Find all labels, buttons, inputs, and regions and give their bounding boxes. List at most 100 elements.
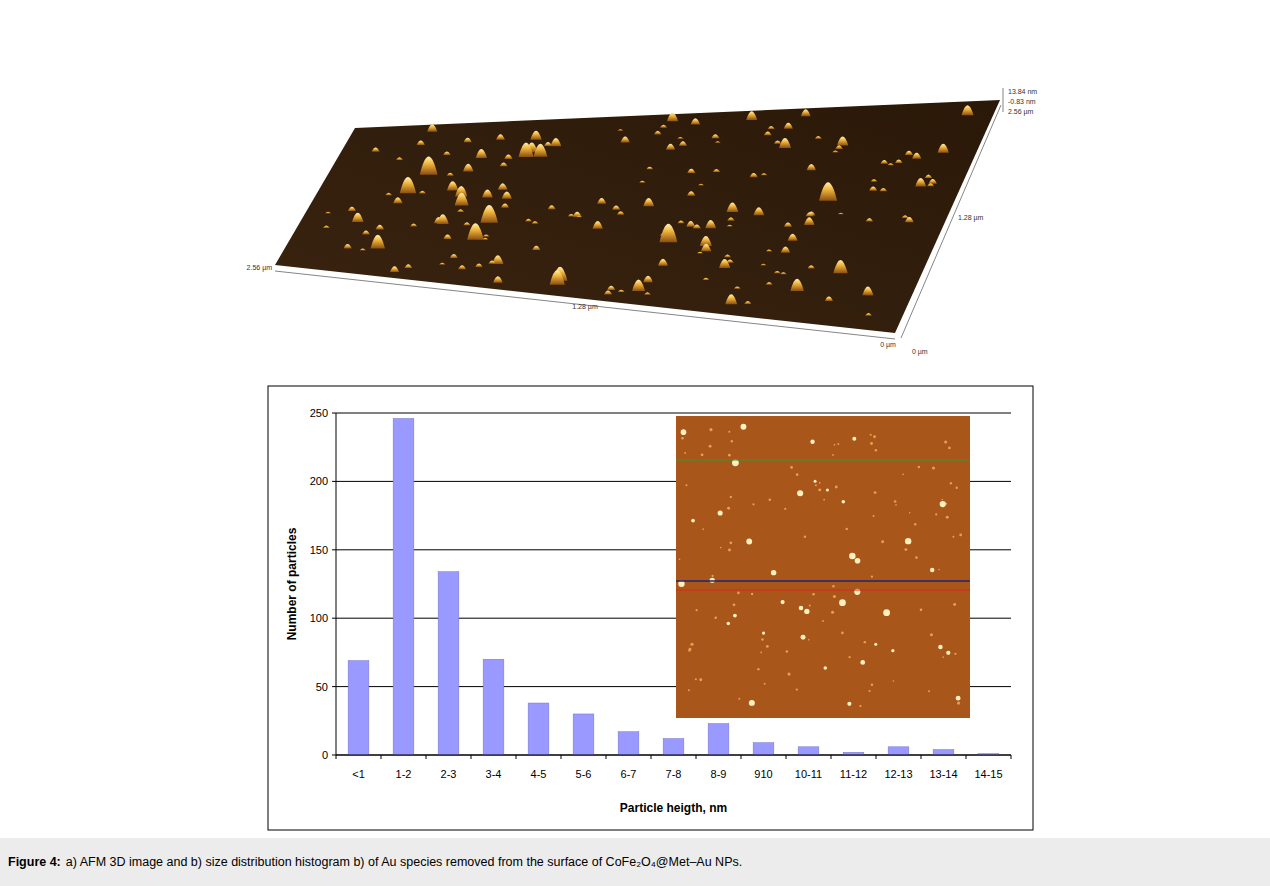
tick-label: 14-15: [974, 768, 1002, 780]
tick-label: 12-13: [884, 768, 912, 780]
inset-dot: [864, 641, 866, 643]
inset-dot: [718, 511, 723, 516]
profile-line: [676, 589, 970, 590]
inset-dot: [918, 466, 920, 468]
tick-label: 3-4: [486, 768, 502, 780]
inset-dot: [952, 536, 954, 538]
inset-dot: [846, 528, 848, 530]
inset-dot: [822, 620, 824, 622]
tick-label: 6-7: [621, 768, 637, 780]
tick-label: 4-5: [531, 768, 547, 780]
inset-dot: [940, 501, 946, 507]
inset-dot: [801, 635, 806, 640]
inset-dot: [870, 434, 872, 436]
grid-line: [336, 755, 1011, 756]
afm-peak: [667, 112, 678, 121]
inset-dot: [804, 609, 809, 614]
afm-peak: [750, 173, 758, 177]
tick-label: 2-3: [441, 768, 457, 780]
inset-dot: [691, 519, 695, 523]
tick-mark: [332, 755, 336, 756]
inset-dot: [797, 490, 803, 496]
inset-dot: [701, 453, 704, 456]
afm-peak: [443, 151, 450, 154]
inset-dot: [953, 603, 956, 606]
inset-dot: [809, 605, 811, 607]
inset-dot: [741, 424, 747, 430]
afm-peak: [679, 141, 687, 146]
inset-dot: [831, 611, 834, 614]
profile-line: [676, 580, 970, 582]
afm-peak: [548, 205, 556, 209]
afm-peak: [447, 173, 454, 176]
inset-dot: [855, 558, 861, 564]
inset-dot: [769, 499, 772, 502]
inset-dot: [728, 431, 730, 433]
tick-mark: [1011, 755, 1012, 759]
axis-line: [901, 105, 1001, 338]
afm-peak: [385, 193, 392, 196]
bar: [753, 743, 774, 755]
afm-peak: [760, 264, 766, 266]
afm-peak: [348, 207, 356, 211]
afm-peak: [617, 129, 623, 131]
afm-peak: [658, 259, 668, 266]
inset-dot: [826, 488, 829, 491]
afm-peak: [604, 290, 612, 294]
afm-peak: [705, 220, 716, 228]
inset-dot: [823, 499, 825, 501]
afm-peak: [734, 287, 741, 289]
tick-label: 5-6: [576, 768, 592, 780]
inset-dot: [891, 649, 894, 652]
inset-dot: [852, 437, 856, 441]
tick-label: 13-14: [929, 768, 957, 780]
tick-mark: [831, 755, 832, 759]
inset-dot: [699, 678, 702, 681]
inset-dot: [833, 595, 836, 598]
afm-peak: [781, 246, 790, 252]
afm-peak: [496, 134, 505, 140]
afm-peak: [482, 189, 493, 197]
afm-peak: [687, 169, 695, 173]
afm-axis-label: -0.83 nm: [1008, 98, 1036, 105]
bar: [528, 703, 549, 755]
afm-peak: [498, 183, 508, 190]
afm-peak: [724, 254, 731, 257]
afm-peak: [701, 244, 711, 252]
inset-dot: [814, 480, 817, 483]
afm-peak: [962, 105, 974, 115]
afm-peak: [458, 265, 466, 269]
afm-peak: [376, 225, 384, 230]
inset-dot: [749, 700, 755, 706]
inset-dot: [832, 585, 834, 587]
afm-peak: [727, 202, 739, 212]
afm-peak: [463, 164, 474, 172]
afm-peak: [427, 124, 437, 132]
afm-peak: [344, 244, 352, 248]
afm-peak: [437, 214, 449, 224]
bar: [348, 661, 369, 755]
bar: [798, 747, 819, 755]
inset-dot: [920, 609, 923, 612]
inset-dot: [941, 499, 943, 501]
inset-dot: [788, 673, 791, 676]
afm-peak: [779, 138, 791, 148]
inset-dot: [796, 473, 799, 476]
inset-dot: [714, 616, 717, 619]
bar: [933, 750, 954, 755]
afm-peak: [419, 191, 426, 194]
afm-peak: [677, 221, 684, 224]
tick-mark: [332, 481, 336, 482]
afm-peak: [719, 259, 730, 268]
afm-peak: [727, 225, 733, 227]
afm-peak: [632, 280, 645, 291]
tick-label: 250: [310, 407, 328, 419]
inset-dot: [781, 600, 785, 604]
afm-peak: [476, 149, 487, 158]
afm-peak: [938, 144, 949, 153]
afm-peak: [400, 177, 416, 193]
afm-peak: [464, 138, 472, 142]
tick-mark: [876, 755, 877, 759]
afm-peak: [660, 125, 667, 128]
afm-peak: [869, 187, 877, 191]
